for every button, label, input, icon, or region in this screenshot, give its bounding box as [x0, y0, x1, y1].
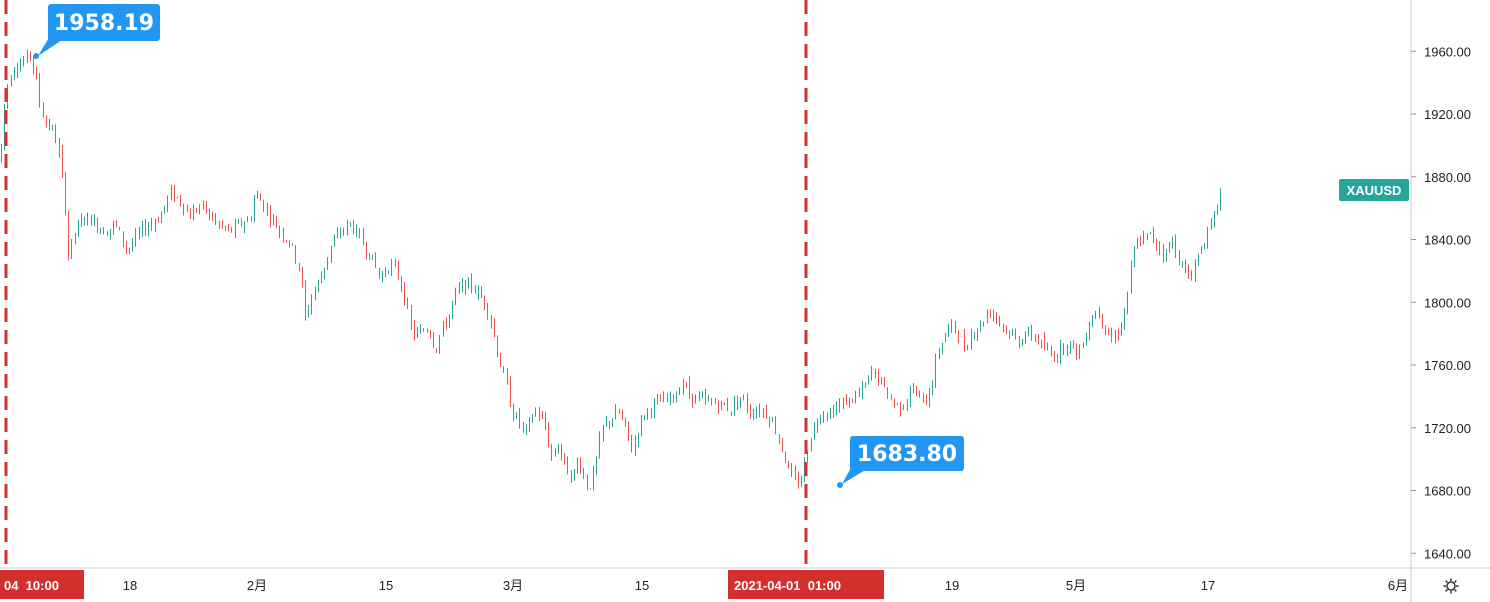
price-tick-label: 1720.00: [1424, 421, 1471, 436]
price-tick-label: 1880.00: [1424, 170, 1471, 185]
time-axis-label: 3月: [503, 578, 523, 593]
crosshair-time-left: 04 10:00: [4, 578, 59, 593]
candles: [1, 49, 1221, 491]
price-axis: 1960.00 1920.00 1880.00 1840.00 1800.00 1760.…: [1411, 44, 1471, 561]
price-tick-label: 1800.00: [1424, 295, 1471, 310]
price-tick-label: 1920.00: [1424, 107, 1471, 122]
high-point-dot: [33, 53, 39, 59]
crosshair-time-right-bg: [728, 570, 884, 599]
time-axis-label: 15: [379, 578, 393, 593]
time-axis-label: 17: [1201, 578, 1215, 593]
time-axis: 18 2月 15 3月 15 19 5月 17 6月: [123, 578, 1408, 593]
time-axis-label: 18: [123, 578, 137, 593]
low-price-callout: 1683.80: [837, 436, 964, 488]
overlays: 04 10:00 2021-04-01 01:00 XAUUSD 1958.19 168…: [0, 0, 1459, 599]
price-tick-label: 1960.00: [1424, 44, 1471, 59]
price-tick-label: 1760.00: [1424, 358, 1471, 373]
last-price-tag-bg: [1339, 179, 1409, 201]
price-tick-label: 1640.00: [1424, 546, 1471, 561]
crosshair-time-right: 2021-04-01 01:00: [734, 578, 841, 593]
high-price-value: 1958.19: [54, 11, 154, 36]
settings-gear-icon[interactable]: [1443, 578, 1459, 594]
time-axis-label: 15: [635, 578, 649, 593]
last-price-tag: XAUUSD: [1347, 183, 1402, 198]
crosshair-time-left-bg: [0, 570, 84, 599]
price-tick-label: 1840.00: [1424, 233, 1471, 248]
low-price-value: 1683.80: [857, 442, 957, 467]
high-price-callout: 1958.19: [33, 4, 160, 59]
price-tick-label: 1680.00: [1424, 484, 1471, 499]
time-axis-label: 5月: [1066, 578, 1086, 593]
time-axis-label: 19: [945, 578, 959, 593]
low-point-dot: [837, 482, 843, 488]
time-axis-label: 2月: [247, 578, 267, 593]
time-axis-label: 6月: [1388, 578, 1408, 593]
